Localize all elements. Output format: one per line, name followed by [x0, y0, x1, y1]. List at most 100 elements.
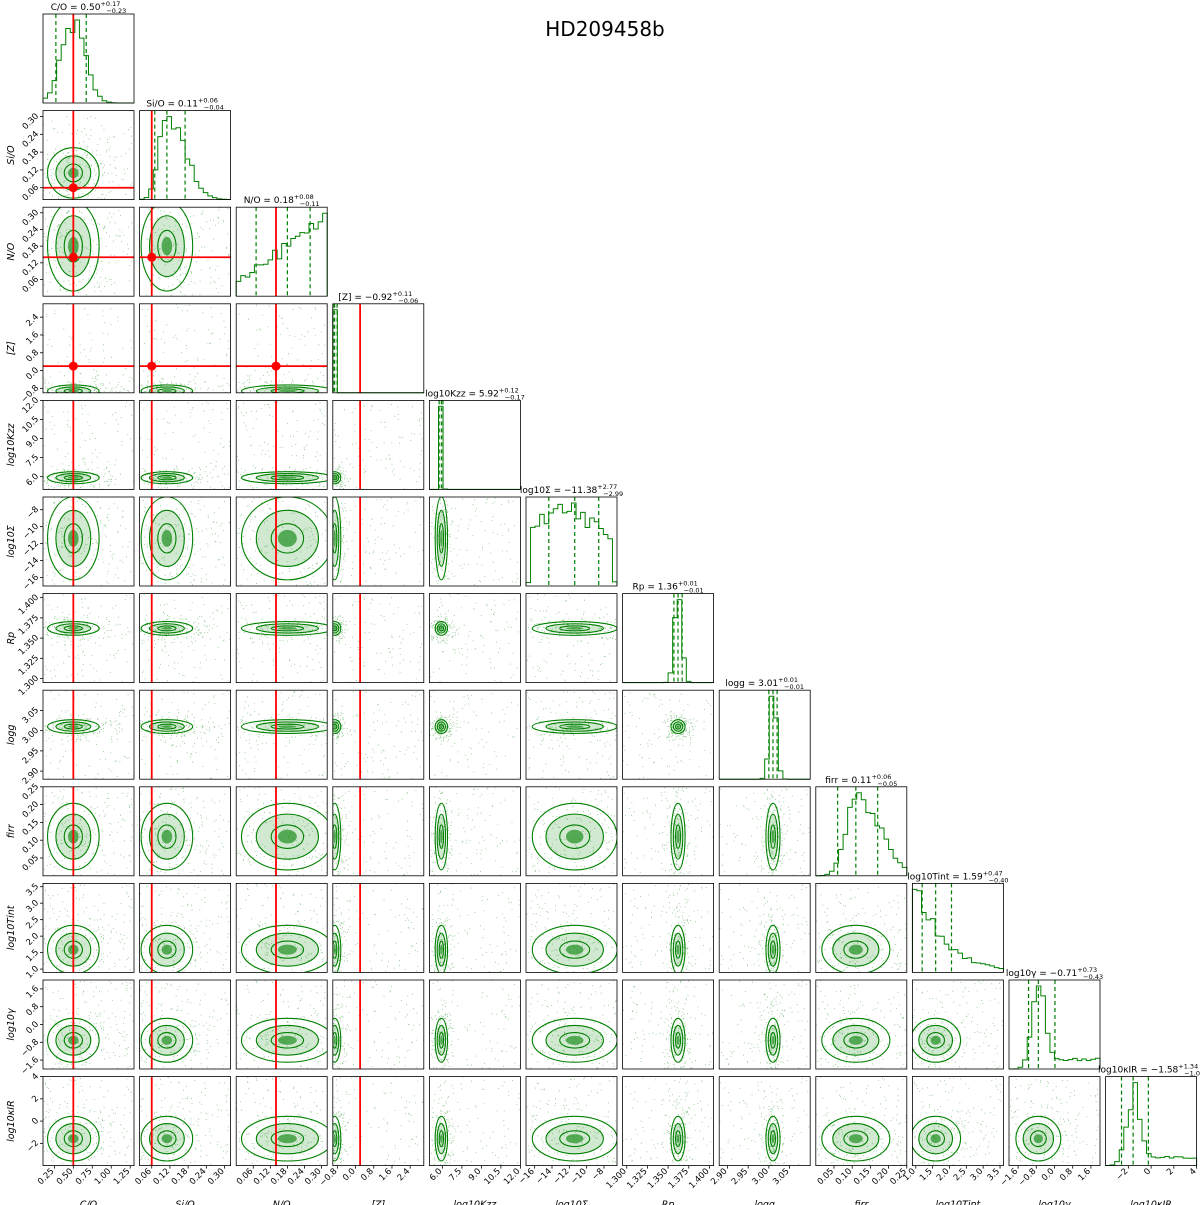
y-tick-label: 0.06: [21, 275, 41, 295]
histogram-title: [Z] = −0.92+0.11 −0.06: [338, 290, 418, 305]
sample-points: [332, 883, 424, 973]
panel-frame: [332, 786, 425, 877]
density-contour: [148, 386, 185, 393]
error-up: +0.11: [392, 290, 412, 298]
density-core: [1033, 1134, 1043, 1144]
x-tick-label: 3.05: [771, 1167, 791, 1187]
error-up: +0.01: [678, 580, 698, 588]
error-down: −0.11: [300, 200, 320, 208]
density-contour: [434, 802, 449, 871]
panel-frame: [139, 593, 232, 683]
panel-frame: [42, 206, 135, 297]
panel-frame: [622, 689, 714, 780]
panel-ticks: 0.060.120.180.240.30: [235, 1165, 324, 1187]
y-tick-label: −8: [25, 505, 41, 521]
density-contour: [140, 719, 194, 735]
density-contour: [255, 509, 320, 567]
sample-points: [526, 1077, 617, 1166]
y-tick-label: 3.5: [24, 882, 41, 899]
panel-frame: [912, 883, 1004, 973]
y-axis-label: log10Kzz: [6, 423, 17, 467]
histogram-step: [139, 116, 232, 200]
histogram-step: [815, 792, 908, 877]
density-core: [440, 1134, 443, 1144]
panel-frame: [718, 1076, 811, 1166]
y-tick-label: 2.0: [24, 931, 41, 948]
panel-frame: [622, 1076, 714, 1166]
y-tick-label: 0.18: [21, 241, 41, 261]
y-tick-label: 6.0: [24, 472, 41, 489]
density-contour: [332, 940, 338, 959]
density-contour: [148, 215, 185, 278]
density-contour: [240, 719, 328, 735]
y-tick-label: 1.325: [17, 653, 41, 677]
density-contour: [140, 471, 194, 485]
density-contour: [240, 620, 328, 636]
sample-points: [332, 980, 424, 1069]
sample-points: [43, 1078, 134, 1166]
panel-frame: [815, 883, 908, 973]
panel-frame: [42, 496, 135, 587]
density-contour: [434, 620, 449, 636]
histogram-panel-11: log10γ = −0.71+0.73 −0.43: [1006, 966, 1103, 1070]
density-contour: [270, 1130, 305, 1148]
density-contour: [531, 802, 617, 871]
y-tick-label: 1.400: [17, 593, 41, 617]
x-tick-label: −1.6: [999, 1167, 1021, 1189]
density-contour: [157, 824, 177, 849]
density-contour: [240, 384, 328, 393]
density-contour: [332, 723, 338, 730]
histogram-title: N/O = 0.18+0.08 −0.11: [244, 193, 320, 208]
density-contour: [332, 471, 342, 485]
y-axis-label: Si/O: [6, 145, 17, 165]
error-up: +0.17: [100, 0, 120, 8]
panel-frame: [622, 593, 714, 683]
x-tick-label: 10.5: [483, 1167, 503, 1187]
y-axis-label: logg: [6, 724, 17, 745]
panel-frame: [428, 979, 521, 1070]
density-contour: [545, 721, 604, 732]
density-contour: [434, 1115, 449, 1162]
x-axis-label: logg: [754, 1200, 775, 1205]
density-contour: [545, 813, 604, 860]
panel-frame: [139, 206, 232, 297]
density-contour: [672, 1123, 684, 1155]
panel-ticks: 0.050.100.150.200.25: [21, 782, 43, 874]
error-down: −0.04: [204, 104, 224, 112]
sample-points: [429, 1076, 520, 1166]
density-core: [440, 529, 443, 547]
sample-points: [622, 692, 714, 780]
y-tick-label: −14: [21, 556, 41, 576]
scatter-panel-8-4: [332, 690, 424, 780]
panel-frame: [139, 303, 232, 394]
histogram-title: log10Kzz = 5.92+0.12 −0.17: [425, 386, 525, 401]
density-contour: [438, 723, 445, 730]
panel-frame: [1008, 1076, 1101, 1166]
scatter-panel-11-7: [622, 980, 713, 1069]
y-tick-label: 0.8: [24, 348, 41, 365]
density-core: [161, 1035, 173, 1045]
truth-marker: [68, 183, 78, 193]
error-down: −0.06: [398, 297, 418, 305]
panel-frame: [235, 496, 328, 587]
density-contour: [821, 924, 891, 973]
histogram-step: [525, 502, 618, 586]
scatter-panel-5-2: [140, 400, 231, 490]
histogram-panel-7: Rp = 1.36+0.01 −0.01: [622, 580, 714, 684]
density-contour: [148, 1123, 185, 1155]
scatter-panel-12-1: [43, 1076, 134, 1166]
histogram-step: [235, 212, 328, 297]
y-tick-label: −1.6: [19, 1055, 41, 1077]
scatter-panel-9-6: [526, 787, 617, 876]
y-tick-label: −12: [21, 539, 41, 559]
sample-points: [622, 1077, 714, 1166]
histogram-title: C/O = 0.50+0.17 −0.23: [51, 0, 127, 15]
density-core: [277, 829, 297, 844]
density-contour: [559, 625, 591, 632]
error-up: +1.34: [1178, 1063, 1198, 1071]
density-contour: [332, 1130, 338, 1148]
scatter-panel-7-1: [43, 593, 133, 683]
